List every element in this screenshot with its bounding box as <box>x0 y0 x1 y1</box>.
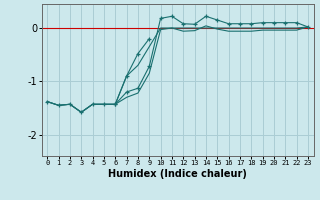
X-axis label: Humidex (Indice chaleur): Humidex (Indice chaleur) <box>108 169 247 179</box>
